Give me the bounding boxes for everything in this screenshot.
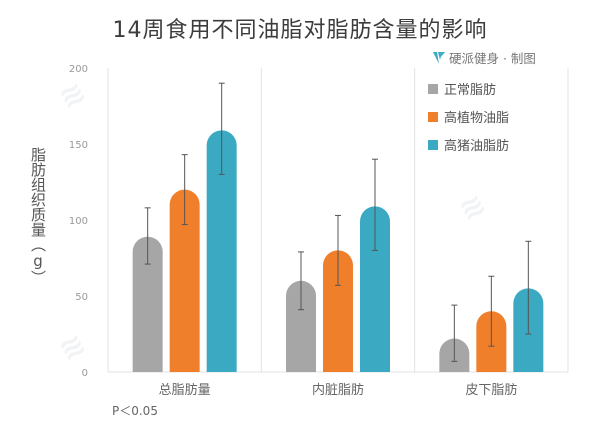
legend-label: 高植物油脂 — [444, 110, 509, 126]
y-tick-label: 200 — [69, 64, 88, 75]
bar — [206, 130, 237, 372]
x-tick-label: 皮下脂肪 — [465, 382, 517, 398]
significance-note: P＜0.05 — [112, 404, 158, 418]
y-tick-label: 0 — [82, 368, 88, 379]
credit-text: 硬派健身 · 制图 — [449, 51, 536, 66]
legend-swatch — [428, 140, 438, 150]
y-tick-label: 150 — [69, 140, 88, 151]
legend-swatch — [428, 112, 438, 122]
bar — [132, 236, 163, 372]
chart-title: 14周食用不同油脂对脂肪含量的影响 — [112, 18, 488, 43]
y-tick-label: 50 — [75, 292, 88, 303]
bar — [286, 280, 316, 372]
legend-swatch — [428, 84, 438, 94]
y-axis-label: 脂肪组织质量（g） — [29, 147, 47, 285]
bar — [360, 206, 390, 372]
x-tick-label: 内脏脂肪 — [312, 382, 364, 398]
bar — [169, 189, 200, 372]
bar — [323, 250, 353, 372]
legend-label: 正常脂肪 — [444, 82, 496, 98]
credit-label: 硬派健身 · 制图 — [432, 48, 536, 68]
legend-label: 高猪油脂肪 — [444, 138, 509, 154]
x-tick-label: 总脂肪量 — [159, 382, 211, 398]
brand-logo-icon — [432, 51, 446, 68]
y-tick-label: 100 — [69, 216, 88, 227]
